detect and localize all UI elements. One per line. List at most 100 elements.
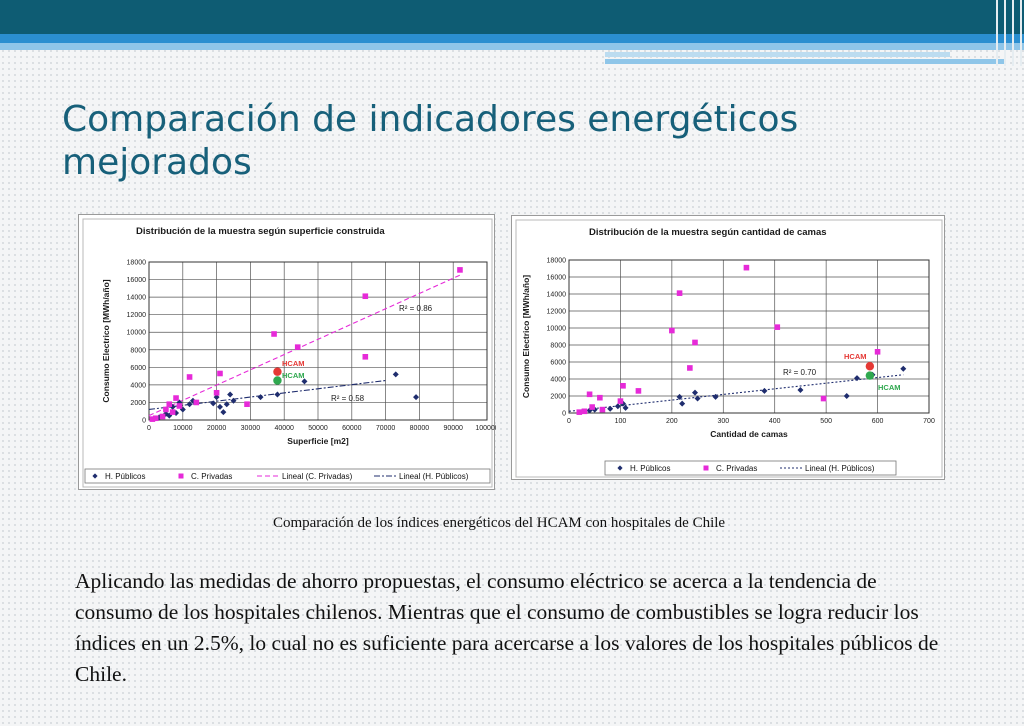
data-point-publicos <box>189 397 196 404</box>
y-tick-label: 12000 <box>547 309 567 316</box>
x-tick-label: 40000 <box>274 425 294 432</box>
data-point-hcam-red <box>865 362 875 371</box>
data-point-privadas <box>617 398 624 404</box>
header-stub-top <box>605 52 950 57</box>
x-tick-label: 0 <box>147 425 151 432</box>
data-point-privadas <box>581 408 588 415</box>
y-tick-label: 18000 <box>547 258 567 265</box>
y-tick-label: 4000 <box>550 377 566 384</box>
legend-box <box>604 460 897 476</box>
data-point-privadas <box>294 344 301 350</box>
data-point-publicos <box>186 401 193 408</box>
y-tick-label: 10000 <box>547 326 567 333</box>
data-point-privadas <box>692 339 698 346</box>
y-tick-label: 10000 <box>127 330 147 337</box>
x-tick-label: 0 <box>567 418 571 425</box>
data-point-publicos <box>392 371 399 378</box>
y-tick-label: 8000 <box>550 343 566 350</box>
y-axis-label: Consumo Electrico [MWh/año] <box>521 275 531 398</box>
data-point-publicos <box>679 400 686 407</box>
chart-title: Distribución de la muestra según cantida… <box>589 227 827 238</box>
header-band-mid <box>0 34 1024 43</box>
data-point-publicos <box>692 389 698 396</box>
trendline <box>568 374 904 412</box>
data-point-privadas <box>687 365 693 371</box>
data-point-publicos <box>622 404 629 411</box>
data-point-privadas <box>176 403 183 409</box>
data-point-publicos <box>843 393 850 399</box>
y-tick-label: 0 <box>562 411 566 418</box>
legend-label: Lineal (C. Privadas) <box>282 472 353 481</box>
data-point-privadas <box>457 267 463 273</box>
data-point-publicos <box>220 409 227 416</box>
hcam-annotation: HCAM <box>844 352 867 361</box>
data-point-privadas <box>152 415 159 422</box>
x-tick-label: 10000 <box>173 425 193 432</box>
data-point-publicos <box>223 401 230 408</box>
legend-label: Lineal (H. Públicos) <box>399 472 469 481</box>
x-tick-label: 300 <box>717 418 729 425</box>
legend-marker-privadas <box>703 465 709 471</box>
plot-area-border <box>568 259 930 414</box>
r-squared-label: R² = 0.86 <box>399 304 433 313</box>
data-point-publicos <box>176 399 183 406</box>
chart-beds-svg: Distribución de la muestra según cantida… <box>515 219 943 478</box>
data-point-privadas <box>599 406 606 413</box>
x-tick-label: 500 <box>820 418 832 425</box>
data-point-privadas <box>166 401 173 407</box>
legend-marker-publicos <box>617 465 623 471</box>
x-axis-label: Cantidad de camas <box>710 429 788 439</box>
x-tick-label: 600 <box>872 418 884 425</box>
x-tick-label: 70000 <box>376 425 396 432</box>
data-point-privadas <box>193 399 200 406</box>
header-band-dark <box>0 0 1024 34</box>
trendline <box>148 274 461 417</box>
header-band-light <box>0 43 1024 50</box>
data-point-privadas <box>173 395 179 401</box>
header-stub-bottom <box>605 59 1005 64</box>
data-point-privadas <box>635 388 642 394</box>
x-tick-label: 60000 <box>342 425 362 432</box>
data-point-hcam-green <box>273 376 282 385</box>
hcam-annotation: HCAM <box>878 383 901 392</box>
data-point-hcam-red <box>273 367 282 376</box>
y-tick-label: 6000 <box>130 365 146 372</box>
data-point-privadas <box>774 324 781 330</box>
legend-label: H. Públicos <box>105 472 145 481</box>
x-tick-label: 700 <box>923 418 935 425</box>
header-deco-lines <box>990 0 1024 66</box>
y-tick-label: 14000 <box>127 295 147 302</box>
x-tick-label: 400 <box>769 418 781 425</box>
x-axis-label: Superficie [m2] <box>287 436 349 446</box>
plot-area-border <box>148 261 488 421</box>
body-paragraph: Aplicando las medidas de ahorro propuest… <box>75 569 939 686</box>
slide-title: Comparación de indicadores energéticos m… <box>62 99 799 183</box>
data-point-privadas <box>159 413 166 420</box>
data-point-publicos <box>413 394 420 401</box>
y-tick-label: 8000 <box>130 347 146 354</box>
data-point-publicos <box>614 403 621 410</box>
y-axis-label: Consumo Electrico [MWh/año] <box>101 279 111 402</box>
data-point-publicos <box>213 394 220 401</box>
data-point-privadas <box>244 401 250 407</box>
figure-caption: Comparación de los índices energéticos d… <box>272 515 726 531</box>
data-point-privadas <box>271 331 277 337</box>
y-tick-label: 16000 <box>127 277 147 284</box>
x-tick-label: 80000 <box>410 425 430 432</box>
chart-title: Distribución de la muestra según superfi… <box>136 226 385 237</box>
r-squared-label: R² = 0.58 <box>331 394 365 403</box>
chart-surface-svg: Distribución de la muestra según superfi… <box>82 218 496 488</box>
y-tick-label: 14000 <box>547 292 567 299</box>
x-tick-label: 90000 <box>443 425 463 432</box>
data-point-privadas <box>186 374 193 380</box>
chart-beds-panel: Distribución de la muestra según cantida… <box>511 215 945 480</box>
chart-inner-frame <box>82 218 493 488</box>
y-tick-label: 6000 <box>550 360 566 367</box>
r-squared-label: R² = 0.70 <box>783 368 817 377</box>
data-point-privadas <box>743 264 750 271</box>
data-point-publicos <box>797 387 804 394</box>
data-point-privadas <box>676 290 683 296</box>
data-point-publicos <box>227 391 234 398</box>
legend-label: C. Privadas <box>716 464 757 473</box>
